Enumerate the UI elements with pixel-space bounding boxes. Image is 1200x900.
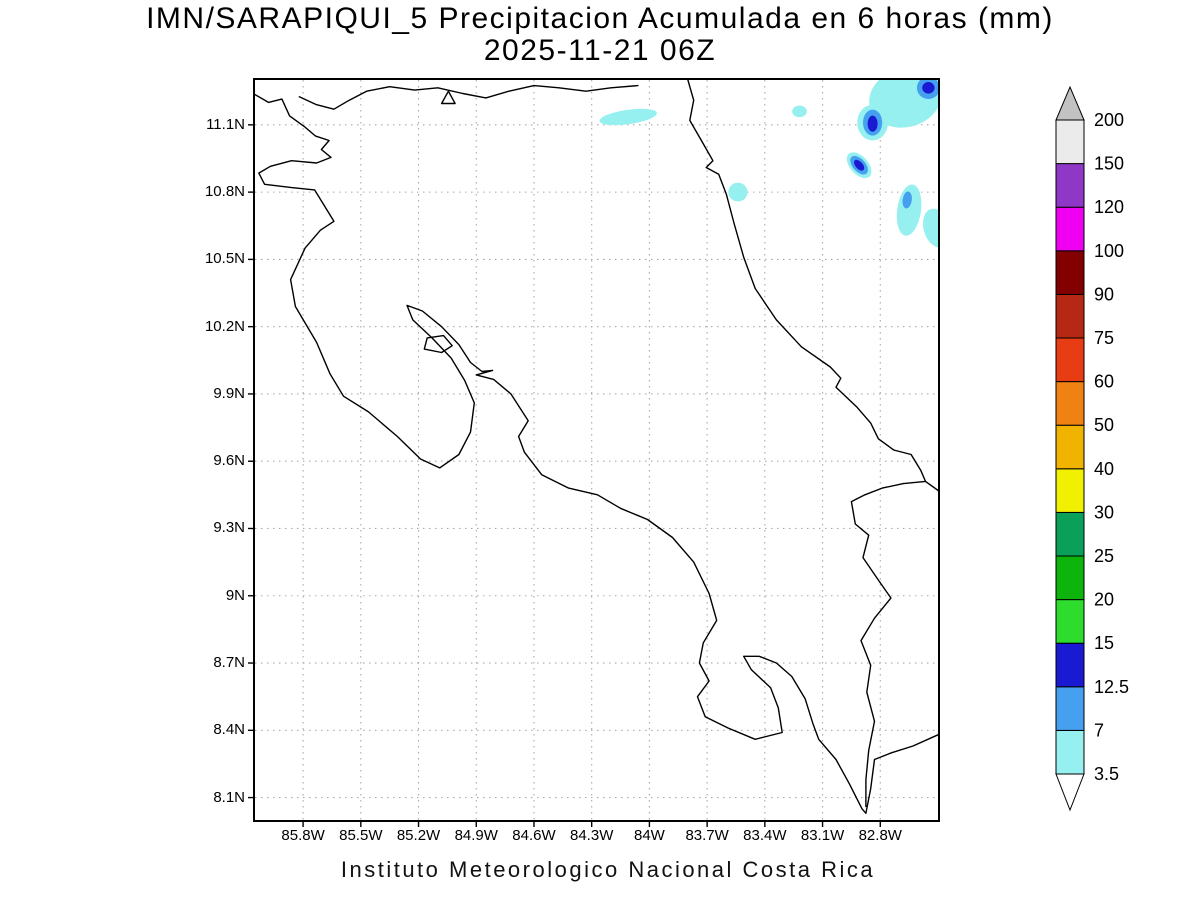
lat-tick-label: 10.2N bbox=[204, 317, 245, 335]
lat-tick-label: 8.7N bbox=[213, 654, 245, 672]
precip-cell bbox=[792, 105, 807, 118]
colorbar-arrow-above bbox=[1055, 85, 1085, 121]
colorbar-segment bbox=[1055, 163, 1085, 208]
lat-tick-label: 9.9N bbox=[213, 384, 245, 402]
colorbar-segment bbox=[1055, 206, 1085, 252]
title-line-2: 2025-11-21 06Z bbox=[483, 34, 717, 67]
lon-tick-label: 83.7W bbox=[685, 827, 729, 844]
lat-tick-label: 9.6N bbox=[213, 452, 245, 470]
colorbar-arrow-below bbox=[1055, 773, 1085, 812]
colorbar-label: 25 bbox=[1094, 546, 1114, 566]
colorbar-segment bbox=[1055, 555, 1085, 601]
colorbar-segment bbox=[1055, 250, 1085, 295]
colorbar: 3.5 7 12.5 15 20 25 30 40 50 60 75 90 100 120 150 200 bbox=[1055, 85, 1129, 812]
figure-caption: Instituto Meteorologico Nacional Costa R… bbox=[340, 857, 876, 882]
lon-tick-label: 84.3W bbox=[570, 827, 614, 844]
colorbar-segment bbox=[1055, 511, 1085, 557]
colorbar-label: 40 bbox=[1094, 459, 1114, 479]
colorbar-label: 30 bbox=[1094, 502, 1114, 522]
colorbar-label: 7 bbox=[1094, 720, 1104, 740]
lat-tick-label: 10.5N bbox=[204, 250, 245, 268]
lat-tick-label: 9N bbox=[225, 586, 245, 604]
colorbar-label: 200 bbox=[1094, 110, 1124, 130]
precip-cell bbox=[922, 208, 938, 248]
colorbar-segment bbox=[1055, 119, 1085, 165]
colorbar-label: 150 bbox=[1094, 154, 1124, 174]
coastline-path bbox=[687, 80, 938, 492]
precip-cell bbox=[902, 191, 912, 209]
lon-tick-label: 84.9W bbox=[454, 827, 498, 844]
island-outline bbox=[423, 334, 453, 354]
colorbar-segment bbox=[1055, 424, 1085, 470]
colorbar-segment bbox=[1055, 599, 1085, 644]
lat-tick-label: 10.8N bbox=[204, 183, 245, 201]
lon-tick-label: 85.5W bbox=[339, 827, 383, 844]
figure-title: IMN/SARAPIQUI_5 Precipitacion Acumulada … bbox=[0, 3, 1200, 67]
colorbar-label: 90 bbox=[1094, 284, 1114, 304]
precip-cell bbox=[853, 159, 865, 171]
island-outline bbox=[440, 90, 456, 105]
precip-cell bbox=[896, 184, 922, 236]
map-plot-frame bbox=[248, 78, 940, 827]
colorbar-label: 3.5 bbox=[1094, 764, 1119, 784]
lon-tick-label: 83.1W bbox=[800, 827, 845, 844]
lon-tick-label: 83.4W bbox=[743, 827, 787, 844]
colorbar-segment bbox=[1055, 468, 1085, 513]
colorbar-label: 100 bbox=[1094, 241, 1124, 261]
lon-tick-label: 82.8W bbox=[858, 827, 902, 844]
coastline-path bbox=[255, 93, 938, 814]
colorbar-segment bbox=[1055, 642, 1085, 688]
lat-tick-label: 8.4N bbox=[213, 721, 245, 739]
lon-tick-label: 85.8W bbox=[281, 827, 325, 844]
lon-tick-label: 85.2W bbox=[396, 827, 441, 844]
lat-tick-label: 9.3N bbox=[213, 519, 245, 537]
colorbar-segment bbox=[1055, 337, 1085, 383]
colorbar-label: 15 bbox=[1094, 633, 1114, 653]
precip-cell bbox=[728, 182, 748, 202]
colorbar-segment bbox=[1055, 293, 1085, 339]
precip-cell bbox=[922, 82, 935, 94]
coastline-path bbox=[298, 84, 639, 110]
colorbar-label: 75 bbox=[1094, 328, 1114, 348]
colorbar-label: 50 bbox=[1094, 415, 1114, 435]
colorbar-label: 120 bbox=[1094, 197, 1124, 217]
title-line-1: IMN/SARAPIQUI_5 Precipitacion Acumulada … bbox=[146, 2, 1054, 35]
colorbar-label: 60 bbox=[1094, 372, 1114, 392]
map-canvas bbox=[248, 80, 938, 827]
colorbar-segment bbox=[1055, 686, 1085, 731]
colorbar-label: 12.5 bbox=[1094, 677, 1129, 697]
lon-tick-label: 84.6W bbox=[512, 827, 556, 844]
colorbar-label: 20 bbox=[1094, 590, 1114, 610]
coastline-path bbox=[850, 480, 927, 808]
precip-cell bbox=[599, 108, 657, 126]
lat-tick-label: 11.1N bbox=[206, 115, 245, 133]
colorbar-segment bbox=[1055, 729, 1085, 775]
lon-tick-label: 84W bbox=[633, 827, 665, 844]
colorbar-segment bbox=[1055, 381, 1085, 426]
lat-tick-label: 8.1N bbox=[213, 788, 245, 806]
precip-cell bbox=[867, 115, 878, 132]
map-layers bbox=[255, 80, 938, 820]
